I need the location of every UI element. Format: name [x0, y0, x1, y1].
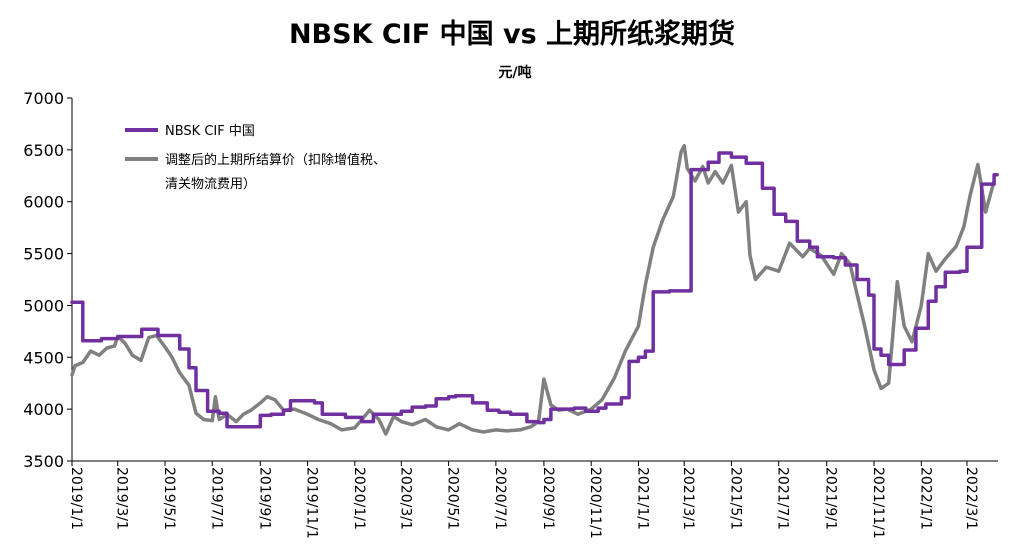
x-tick-label: 2019/7/1 — [208, 467, 224, 530]
x-tick-label: 2020/9/1 — [540, 467, 556, 530]
x-tick-label: 2020/1/1 — [351, 467, 367, 530]
chart-unit-label: 元/吨 — [498, 65, 532, 81]
y-tick-label: 5000 — [23, 296, 64, 315]
x-tick-label: 2022/3/1 — [963, 467, 979, 530]
y-tick-label: 4000 — [23, 400, 64, 419]
series-line-nbsk-cif-china — [70, 151, 999, 429]
y-axis-ticks: 3500 4000 4500 5000 5500 6000 6500 7000 — [23, 89, 72, 471]
y-tick-label: 4500 — [23, 348, 64, 367]
x-tick-label: 2021/9/1 — [823, 467, 839, 530]
x-tick-label: 2022/1/1 — [917, 467, 933, 530]
x-tick-label: 2021/7/1 — [775, 467, 791, 530]
x-tick-label: 2020/11/1 — [587, 467, 603, 539]
chart-title: NBSK CIF 中国 vs 上期所纸浆期货 — [288, 19, 736, 50]
x-tick-label: 2019/11/1 — [304, 467, 320, 539]
x-axis-ticks: 2019/1/1 2019/3/1 2019/5/1 2019/7/1 2019/9/1… — [68, 461, 979, 539]
x-tick-label: 2019/9/1 — [256, 467, 272, 530]
x-tick-label: 2021/3/1 — [680, 467, 696, 530]
x-tick-label: 2020/3/1 — [397, 467, 413, 530]
y-tick-label: 5500 — [23, 245, 64, 264]
y-tick-label: 7000 — [23, 89, 64, 108]
x-tick-label: 2021/5/1 — [727, 467, 743, 530]
series-lines — [70, 143, 999, 436]
x-tick-label: 2020/5/1 — [445, 467, 461, 530]
x-tick-label: 2019/3/1 — [114, 467, 130, 530]
legend-label-shfe-line2: 清关物流费用） — [165, 177, 256, 192]
x-tick-label: 2019/1/1 — [68, 467, 84, 530]
x-tick-label: 2019/5/1 — [161, 467, 177, 530]
legend: NBSK CIF 中国 调整后的上期所结算价（扣除增值税、 清关物流费用） — [125, 124, 386, 192]
axes — [71, 98, 998, 462]
x-tick-label: 2020/7/1 — [492, 467, 508, 530]
series-line-shfe-adjusted — [70, 143, 996, 436]
y-tick-label: 3500 — [23, 452, 64, 471]
x-tick-label: 2021/1/1 — [634, 467, 650, 530]
x-tick-label: 2021/11/1 — [870, 467, 886, 539]
y-tick-label: 6500 — [23, 141, 64, 160]
y-tick-label: 6000 — [23, 193, 64, 212]
legend-label-nbsk: NBSK CIF 中国 — [165, 124, 255, 139]
legend-label-shfe-line1: 调整后的上期所结算价（扣除增值税、 — [165, 152, 386, 168]
